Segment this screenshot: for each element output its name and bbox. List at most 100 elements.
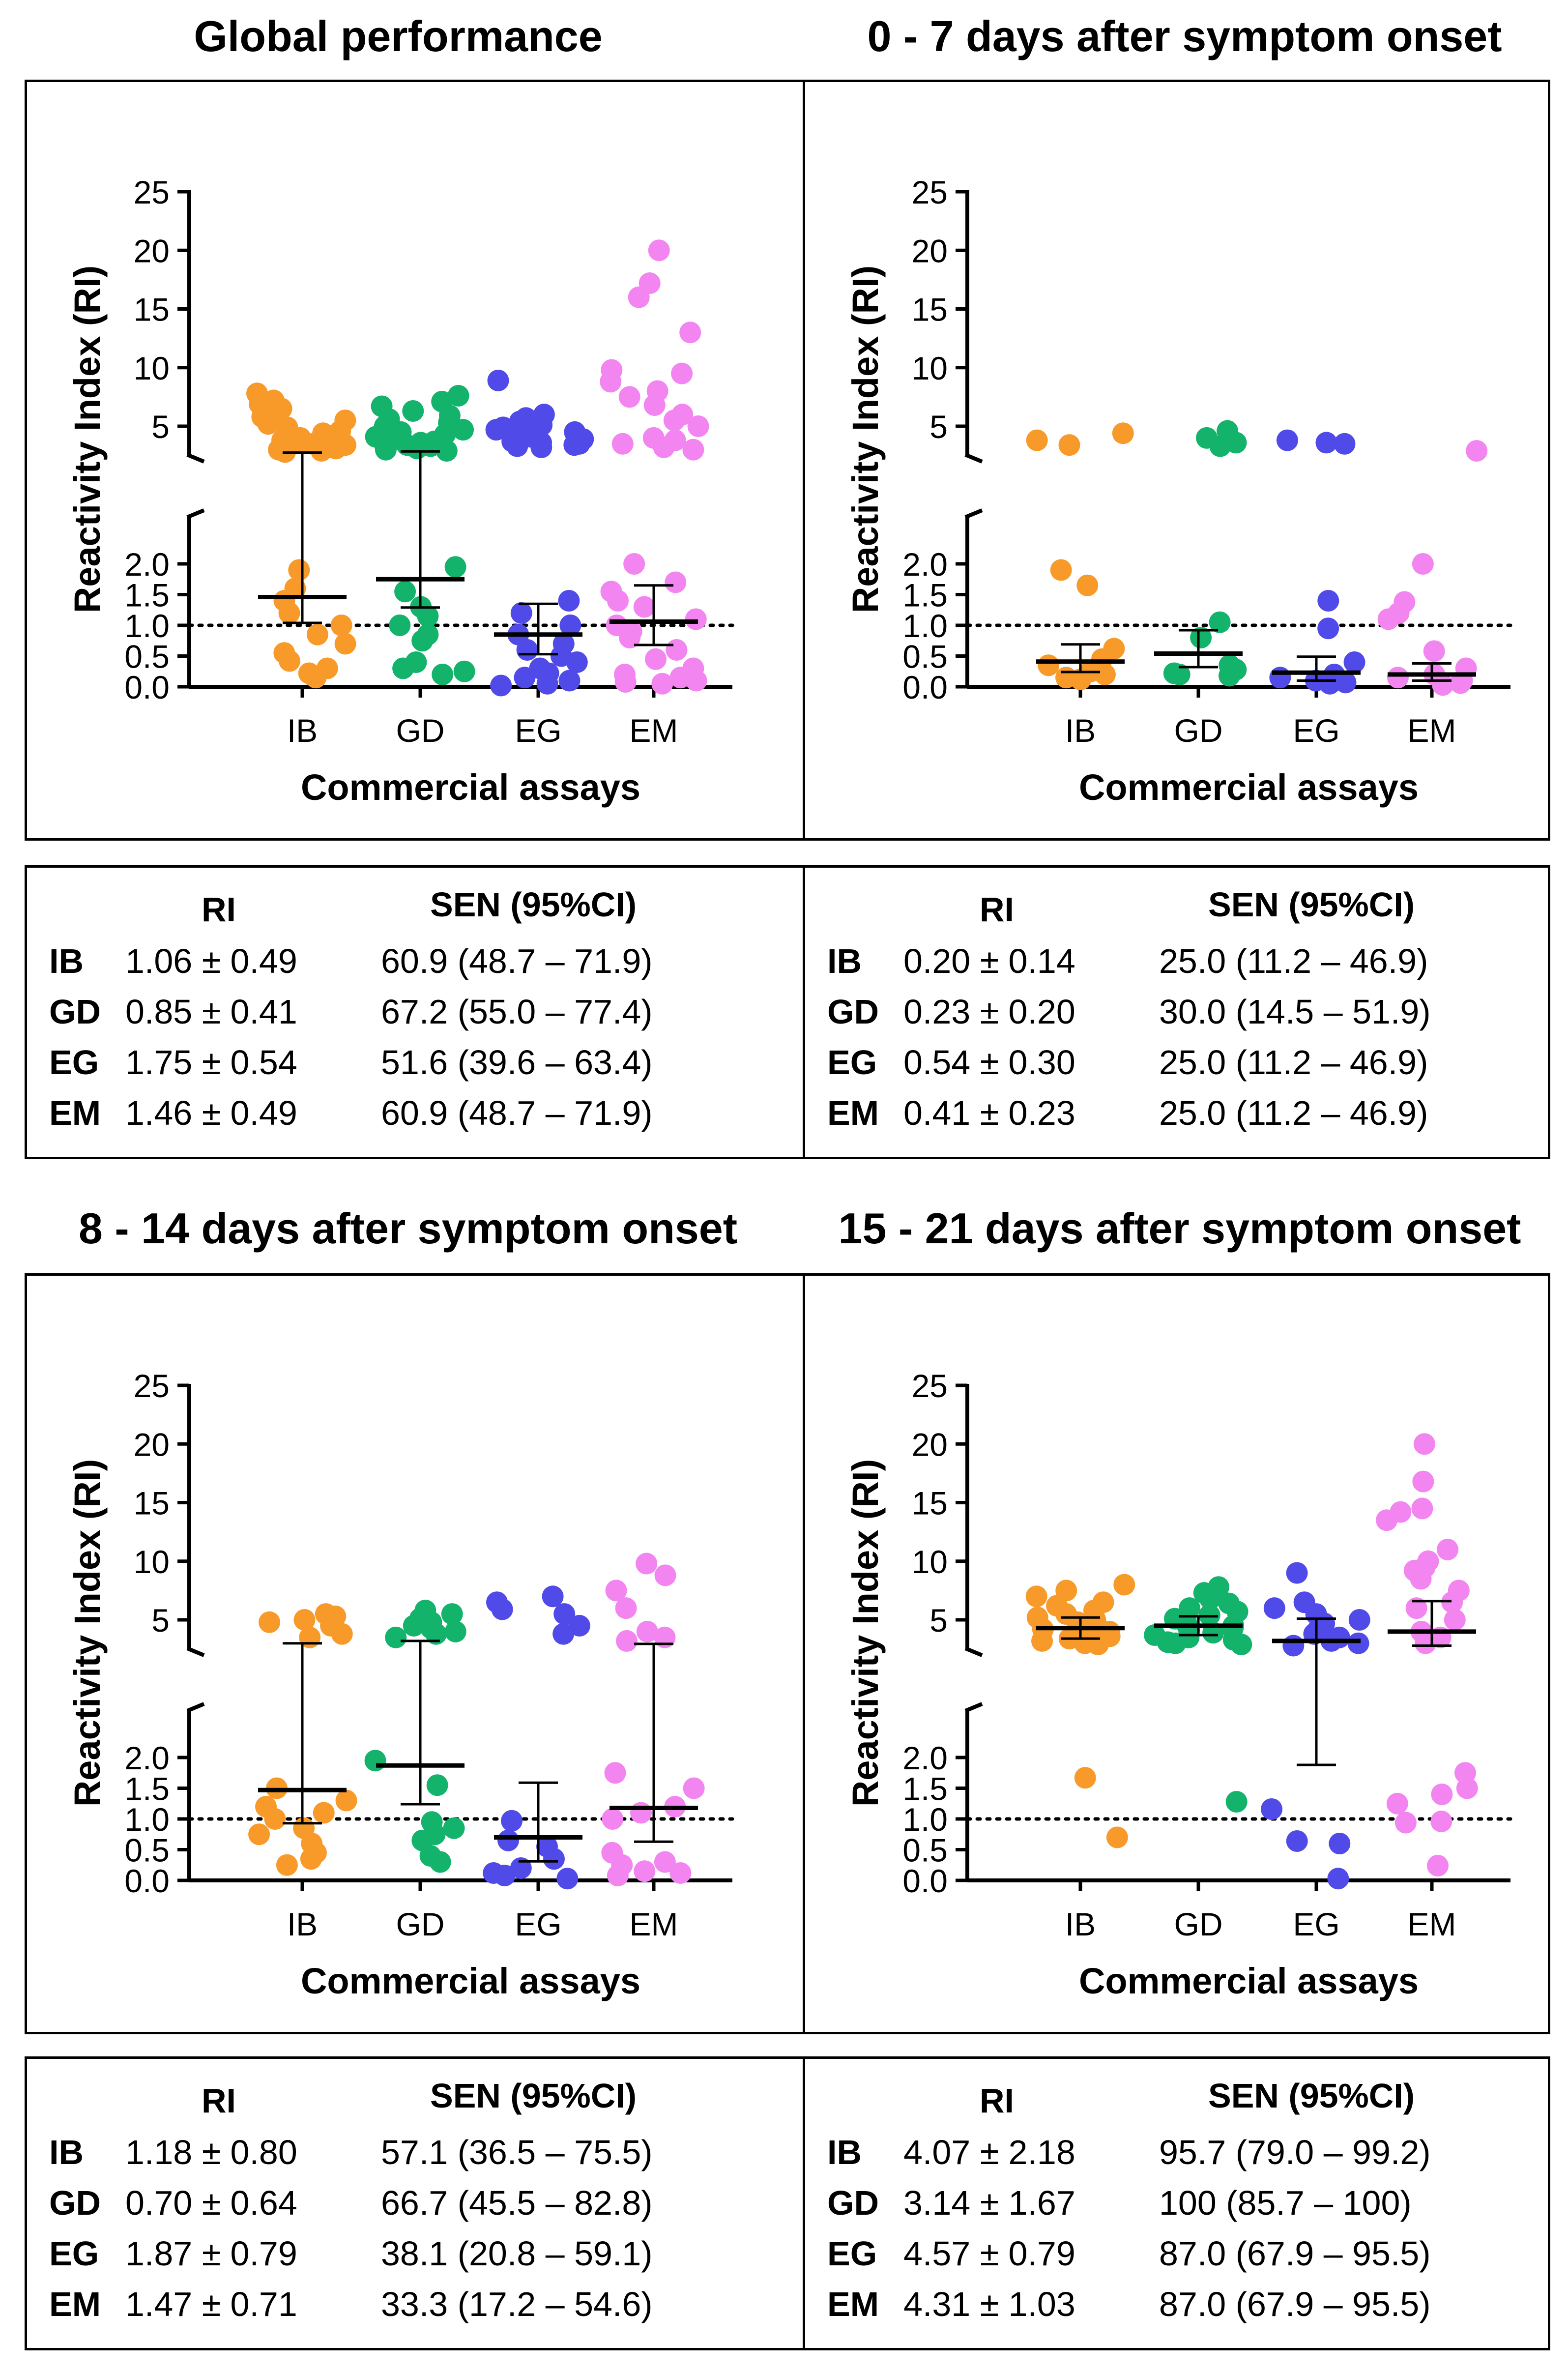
data-point-ib — [306, 623, 328, 645]
data-point-gd — [392, 657, 414, 679]
x-tick-label-em: EM — [1408, 712, 1456, 749]
data-point-ib — [1025, 1585, 1047, 1608]
data-point-em — [648, 239, 670, 262]
panel-title-0-7-days: 0 - 7 days after symptom onset — [867, 12, 1502, 60]
sen-value-em: 60.9 (48.7 – 71.9) — [381, 1094, 653, 1132]
data-point-eg — [516, 639, 538, 661]
data-point-eg — [1327, 1868, 1349, 1890]
sen-value-em: 25.0 (11.2 – 46.9) — [1159, 1094, 1428, 1132]
data-point-em — [1432, 674, 1454, 696]
data-point-gd — [426, 1774, 448, 1796]
data-point-ib — [276, 1854, 298, 1876]
data-point-em — [1412, 1470, 1434, 1493]
sen-value-em: 33.3 (17.2 – 54.6) — [381, 2285, 653, 2323]
header-sen: SEN (95%CI) — [430, 2077, 637, 2115]
chart-15-21-days: 0.00.51.01.52.0 5 10 15 20 25 Reactivity Index… — [845, 1368, 1512, 2001]
y-tick-label: 2.0 — [902, 1740, 948, 1776]
y-tick-label: 1.0 — [902, 608, 948, 644]
data-point-em — [665, 571, 687, 593]
header-sen: SEN (95%CI) — [430, 885, 637, 924]
x-axis-title: Commercial assays — [301, 767, 640, 808]
data-point-eg — [556, 1868, 579, 1890]
data-point-eg — [530, 436, 552, 458]
y-tick-label: 0.0 — [124, 669, 170, 705]
data-point-gd — [1168, 664, 1191, 685]
data-point-ib — [1038, 654, 1060, 676]
data-point-eg — [1347, 1632, 1369, 1654]
data-point-em — [671, 362, 693, 384]
x-tick-label-ib: IB — [287, 1906, 318, 1942]
table-15-21-days: RI SEN (95%CI) IB 4.07 ± 2.18 95.7 (79.0 – 9… — [803, 2056, 1550, 2350]
data-point-eg — [1261, 1798, 1283, 1820]
data-point-em — [634, 1860, 656, 1882]
ri-value-ib: 0.20 ± 0.14 — [903, 942, 1075, 980]
x-axis-title: Commercial assays — [1079, 767, 1419, 808]
sen-value-gd: 66.7 (45.5 – 82.8) — [381, 2184, 653, 2222]
data-point-gd — [452, 419, 474, 441]
data-point-em — [615, 1597, 637, 1619]
chart-box-8-14-days: 0.0 0.5 1.0 1.5 2.0 5 10 15 20 25 Reactivity Index… — [25, 1273, 813, 2034]
data-point-eg — [1343, 651, 1365, 673]
y-tick-label: 0.5 — [902, 639, 948, 675]
row-label-eg: EG — [49, 2234, 99, 2273]
ri-value-gd: 0.85 ± 0.41 — [125, 993, 297, 1031]
y-tick-label: 25 — [134, 1368, 170, 1404]
header-ri: RI — [980, 2081, 1014, 2120]
y-axis-title: Reactivity Index (RI) — [845, 1459, 886, 1807]
chart-0-7-days: 0.00.51.01.52.0 5 10 15 20 25 Reactivity Index… — [845, 174, 1512, 808]
data-point-em — [685, 670, 707, 692]
data-point-em — [687, 415, 709, 437]
data-point-em — [628, 286, 650, 308]
data-point-em — [618, 386, 640, 408]
y-tick-label: 20 — [134, 1426, 170, 1463]
data-point-gd — [1225, 1791, 1248, 1813]
y-axis-title: Reactivity Index (RI) — [67, 265, 108, 613]
x-tick-label-eg: EG — [1293, 712, 1339, 749]
row-label-ib: IB — [827, 2133, 862, 2171]
data-point-ib — [1070, 669, 1092, 690]
data-point-em — [663, 410, 685, 432]
data-point-eg — [1335, 672, 1357, 694]
data-point-ib — [330, 615, 352, 636]
ri-value-gd: 0.23 ± 0.20 — [903, 993, 1075, 1031]
header-ri: RI — [202, 2081, 236, 2120]
sen-value-ib: 57.1 (36.5 – 75.5) — [381, 2133, 653, 2171]
data-point-em — [1444, 1609, 1466, 1631]
y-tick-label: 1.0 — [124, 608, 170, 644]
data-point-eg — [553, 1603, 576, 1625]
axis-break-mark — [964, 1702, 983, 1713]
ri-value-em: 1.46 ± 0.49 — [125, 1094, 297, 1132]
data-point-eg — [543, 1848, 565, 1870]
data-point-em — [1377, 608, 1399, 630]
panel-title-15-21-days: 15 - 21 days after symptom onset — [838, 1204, 1521, 1253]
data-point-eg — [491, 1598, 513, 1620]
x-tick-label-em: EM — [630, 712, 678, 749]
data-point-eg — [1282, 1635, 1305, 1657]
data-point-gd — [1230, 1634, 1252, 1656]
data-point-gd — [1209, 435, 1231, 457]
sen-value-ib: 60.9 (48.7 – 71.9) — [381, 942, 653, 980]
ri-value-gd: 3.14 ± 1.67 — [903, 2184, 1075, 2222]
ri-value-eg: 1.87 ± 0.79 — [125, 2234, 297, 2273]
data-point-eg — [1334, 433, 1356, 455]
data-point-eg — [1315, 432, 1337, 454]
sen-value-gd: 100 (85.7 – 100) — [1159, 2184, 1412, 2222]
y-tick-label: 0.5 — [124, 1832, 170, 1869]
x-tick-label-gd: GD — [1174, 1906, 1223, 1942]
data-point-gd — [402, 400, 424, 422]
data-point-em — [683, 1777, 705, 1799]
data-point-gd — [453, 660, 475, 682]
data-point-ib — [288, 559, 310, 581]
row-label-ib: IB — [49, 2133, 84, 2171]
y-axis-title: Reactivity Index (RI) — [67, 1459, 108, 1807]
data-point-eg — [490, 674, 512, 697]
data-point-em — [682, 439, 704, 461]
row-label-em: EM — [49, 1094, 101, 1132]
y-tick-label: 20 — [912, 1426, 948, 1463]
row-label-em: EM — [827, 2285, 879, 2323]
sen-value-eg: 25.0 (11.2 – 46.9) — [1159, 1043, 1428, 1082]
y-tick-label: 20 — [134, 233, 170, 269]
x-tick-label-gd: GD — [396, 712, 445, 749]
data-point-eg — [510, 602, 532, 624]
data-point-eg — [510, 1857, 532, 1879]
